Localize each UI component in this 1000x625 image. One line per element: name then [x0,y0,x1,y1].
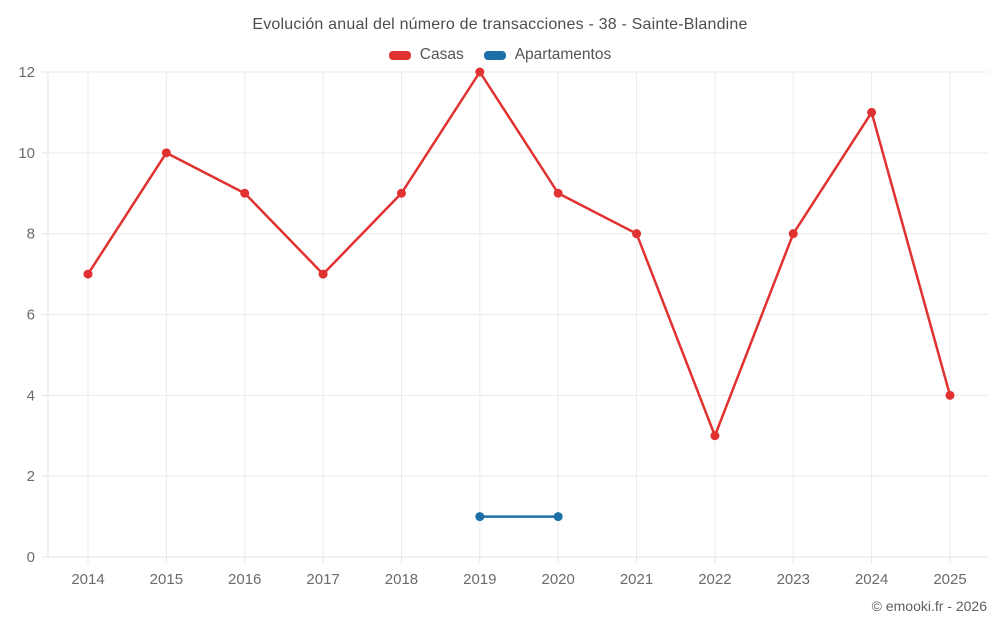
x-axis-label: 2014 [71,571,104,588]
x-axis-label: 2018 [385,571,418,588]
y-axis-label: 8 [27,226,35,243]
data-point-casas-2021[interactable] [632,229,642,239]
data-point-casas-2019[interactable] [475,67,485,77]
x-axis-label: 2024 [855,571,888,588]
x-axis-label: 2015 [150,571,183,588]
data-point-casas-2022[interactable] [710,431,720,441]
x-axis-label: 2022 [698,571,731,588]
data-point-casas-2018[interactable] [396,188,406,198]
data-point-casas-2017[interactable] [318,269,328,279]
y-axis-label: 0 [27,549,35,566]
chart-legend: Casas Apartamentos [0,46,1000,64]
data-point-casas-2014[interactable] [83,269,93,279]
data-point-apartamentos-2020[interactable] [553,512,563,522]
x-axis-label: 2016 [228,571,261,588]
legend-item-casas[interactable]: Casas [388,46,464,64]
x-axis-label: 2023 [777,571,810,588]
y-axis-label: 6 [27,307,35,324]
series-line-casas [86,70,952,437]
data-point-casas-2015[interactable] [161,148,171,158]
chart-title: Evolución anual del número de transaccio… [252,16,748,33]
y-axis-label: 4 [27,387,35,404]
legend-swatch-casas-icon [388,50,411,60]
x-axis-label: 2017 [306,571,339,588]
legend-swatch-apartamentos-icon [483,50,506,60]
data-point-casas-2020[interactable] [553,188,563,198]
data-point-apartamentos-2019[interactable] [475,512,485,522]
data-point-casas-2023[interactable] [788,229,798,239]
data-point-casas-2025[interactable] [945,390,955,400]
y-axis-label: 12 [18,64,35,81]
data-point-casas-2024[interactable] [867,107,877,117]
x-axis-label: 2021 [620,571,653,588]
data-point-casas-2016[interactable] [240,188,250,198]
x-axis-label: 2025 [933,571,966,588]
x-axis-label: 2019 [463,571,496,588]
legend-label-casas: Casas [419,46,464,63]
y-axis-label: 2 [27,468,35,485]
credit-text: © emooki.fr - 2026 [871,598,987,614]
legend-item-apartamentos[interactable]: Apartamentos [483,46,612,64]
x-axis-label: 2020 [541,571,574,588]
legend-label-apartamentos: Apartamentos [514,46,612,63]
y-axis-label: 10 [18,145,35,162]
